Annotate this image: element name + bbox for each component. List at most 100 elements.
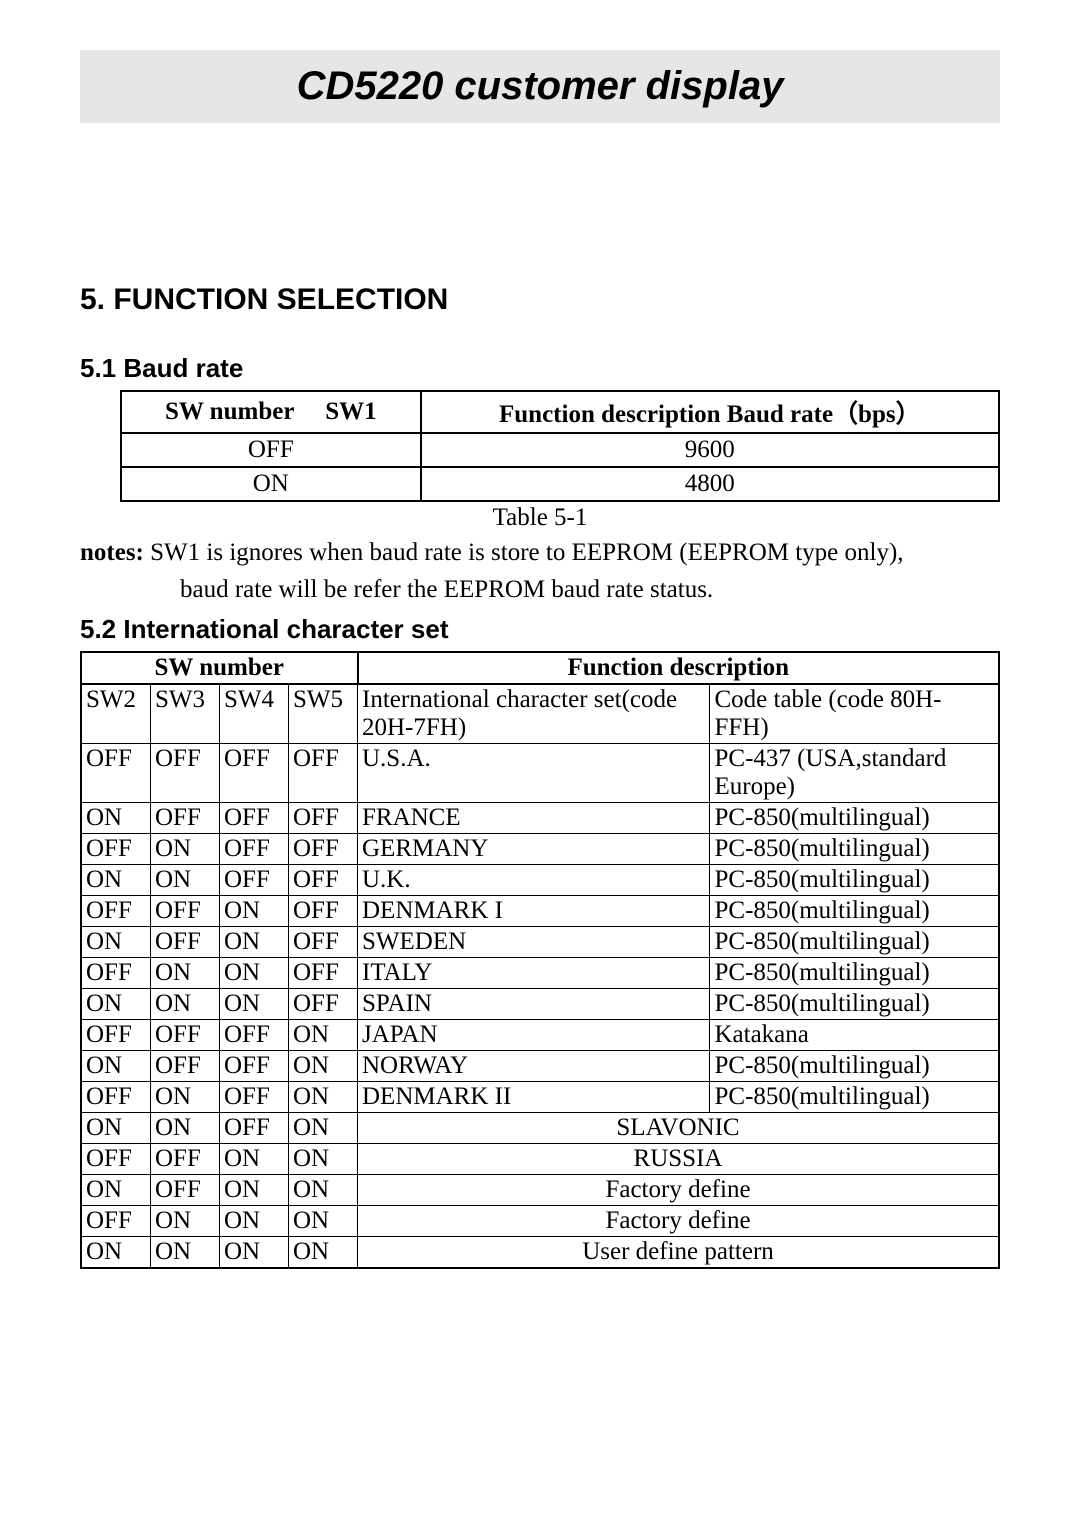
table-row: SW2SW3SW4SW5International character set(… — [81, 684, 999, 744]
intl-charset-cell: JAPAN — [358, 1019, 710, 1050]
intl-sw3-cell: ON — [151, 833, 220, 864]
intl-sw4-cell: OFF — [220, 1081, 289, 1112]
intl-sw5-cell: ON — [289, 1050, 358, 1081]
table-row: OFFOFFONOFFDENMARK IPC-850(multilingual) — [81, 895, 999, 926]
baud-header-sw: SW number SW1 — [121, 391, 421, 433]
intl-sw4-cell: OFF — [220, 833, 289, 864]
intl-sw3-cell: ON — [151, 957, 220, 988]
table-row: ON4800 — [121, 467, 999, 501]
intl-sw2-cell: ON — [81, 1112, 151, 1143]
intl-sw4-cell: ON — [220, 926, 289, 957]
intl-sw5-cell: OFF — [289, 864, 358, 895]
section-heading: 5. FUNCTION SELECTION — [80, 283, 1000, 317]
intl-sw2-cell: OFF — [81, 833, 151, 864]
intl-code-cell: PC-850(multilingual) — [710, 1081, 999, 1112]
intl-sw5-cell: OFF — [289, 988, 358, 1019]
table-row: ONONOFFOFFU.K.PC-850(multilingual) — [81, 864, 999, 895]
intl-sw4-cell: ON — [220, 1174, 289, 1205]
intl-code-cell: PC-850(multilingual) — [710, 864, 999, 895]
intl-sw2-cell: ON — [81, 926, 151, 957]
intl-sw5-cell: ON — [289, 1205, 358, 1236]
intl-charset-cell: U.S.A. — [358, 743, 710, 802]
intl-sw2-cell: OFF — [81, 1143, 151, 1174]
intl-code-cell: PC-850(multilingual) — [710, 1050, 999, 1081]
intl-sw2-cell: OFF — [81, 957, 151, 988]
baud-rate-table: SW number SW1 Function description Baud … — [120, 390, 1000, 502]
intl-charset-cell: DENMARK II — [358, 1081, 710, 1112]
table-row: OFFONONOFFITALYPC-850(multilingual) — [81, 957, 999, 988]
table-row: OFFONOFFOFFGERMANYPC-850(multilingual) — [81, 833, 999, 864]
intl-charset-cell: SPAIN — [358, 988, 710, 1019]
intl-sw5-cell: OFF — [289, 926, 358, 957]
intl-sw5-cell: ON — [289, 1174, 358, 1205]
table-row: ONONOFFONSLAVONIC — [81, 1112, 999, 1143]
intl-sw5-cell: ON — [289, 1019, 358, 1050]
subheading-intl-charset: 5.2 International character set — [80, 614, 1000, 645]
baud-rate-cell: 4800 — [421, 467, 999, 501]
intl-code-cell: PC-850(multilingual) — [710, 802, 999, 833]
intl-code-cell: Katakana — [710, 1019, 999, 1050]
intl-sw3-cell: OFF — [151, 802, 220, 833]
baud-table-caption: Table 5-1 — [80, 504, 1000, 532]
intl-sw5-cell: OFF — [289, 743, 358, 802]
page: CD5220 customer display 5. FUNCTION SELE… — [0, 0, 1080, 1349]
intl-code-cell: PC-850(multilingual) — [710, 895, 999, 926]
intl-sw4-cell: OFF — [220, 1112, 289, 1143]
intl-subheader-sw3: SW3 — [151, 684, 220, 744]
notes-label: notes: — [80, 539, 144, 566]
baud-notes: notes: SW1 is ignores when baud rate is … — [80, 536, 1000, 570]
intl-sw4-cell: OFF — [220, 1050, 289, 1081]
table-row: OFFOFFOFFONJAPANKatakana — [81, 1019, 999, 1050]
baud-header-sw1: SW1 — [325, 398, 376, 425]
intl-sw3-cell: OFF — [151, 926, 220, 957]
intl-sw2-cell: OFF — [81, 1205, 151, 1236]
intl-sw2-cell: OFF — [81, 743, 151, 802]
subheading-baud-rate: 5.1 Baud rate — [80, 353, 1000, 384]
intl-sw2-cell: ON — [81, 1050, 151, 1081]
baud-sw-cell: OFF — [121, 433, 421, 467]
intl-charset-cell: U.K. — [358, 864, 710, 895]
table-row: ONOFFOFFONNORWAYPC-850(multilingual) — [81, 1050, 999, 1081]
intl-charset-cell: NORWAY — [358, 1050, 710, 1081]
baud-sw-cell: ON — [121, 467, 421, 501]
intl-sw2-cell: OFF — [81, 1019, 151, 1050]
intl-header-fn: Function description — [358, 652, 1000, 684]
intl-subheader-code: Code table (code 80H-FFH) — [710, 684, 999, 744]
intl-sw2-cell: OFF — [81, 895, 151, 926]
notes-text: SW1 is ignores when baud rate is store t… — [144, 539, 904, 566]
intl-code-cell: PC-850(multilingual) — [710, 926, 999, 957]
intl-sw4-cell: ON — [220, 1143, 289, 1174]
baud-notes-line2: baud rate will be refer the EEPROM baud … — [180, 576, 1000, 604]
intl-sw2-cell: ON — [81, 988, 151, 1019]
intl-sw3-cell: ON — [151, 1112, 220, 1143]
baud-header-fn: Function description Baud rate（bps） — [421, 391, 999, 433]
intl-merged-cell: RUSSIA — [358, 1143, 1000, 1174]
table-row: ONOFFONONFactory define — [81, 1174, 999, 1205]
intl-sw4-cell: OFF — [220, 743, 289, 802]
intl-merged-cell: Factory define — [358, 1205, 1000, 1236]
intl-sw3-cell: OFF — [151, 895, 220, 926]
intl-sw5-cell: ON — [289, 1236, 358, 1268]
table-row: OFFOFFONONRUSSIA — [81, 1143, 999, 1174]
baud-header-sw-label: SW number — [165, 398, 294, 425]
intl-charset-cell: DENMARK I — [358, 895, 710, 926]
intl-sw5-cell: ON — [289, 1112, 358, 1143]
intl-subheader-sw2: SW2 — [81, 684, 151, 744]
intl-charset-cell: SWEDEN — [358, 926, 710, 957]
intl-sw3-cell: OFF — [151, 743, 220, 802]
table-row: OFFONOFFONDENMARK IIPC-850(multilingual) — [81, 1081, 999, 1112]
intl-sw5-cell: OFF — [289, 833, 358, 864]
table-row: ONOFFOFFOFFFRANCEPC-850(multilingual) — [81, 802, 999, 833]
document-title: CD5220 customer display — [297, 64, 784, 108]
intl-sw3-cell: ON — [151, 1205, 220, 1236]
intl-merged-cell: User define pattern — [358, 1236, 1000, 1268]
intl-sw4-cell: ON — [220, 1236, 289, 1268]
table-row: ONOFFONOFFSWEDENPC-850(multilingual) — [81, 926, 999, 957]
intl-sw3-cell: OFF — [151, 1174, 220, 1205]
intl-code-cell: PC-437 (USA,standard Europe) — [710, 743, 999, 802]
intl-sw5-cell: OFF — [289, 895, 358, 926]
intl-sw5-cell: OFF — [289, 802, 358, 833]
intl-sw2-cell: OFF — [81, 1081, 151, 1112]
intl-charset-cell: GERMANY — [358, 833, 710, 864]
intl-code-cell: PC-850(multilingual) — [710, 957, 999, 988]
